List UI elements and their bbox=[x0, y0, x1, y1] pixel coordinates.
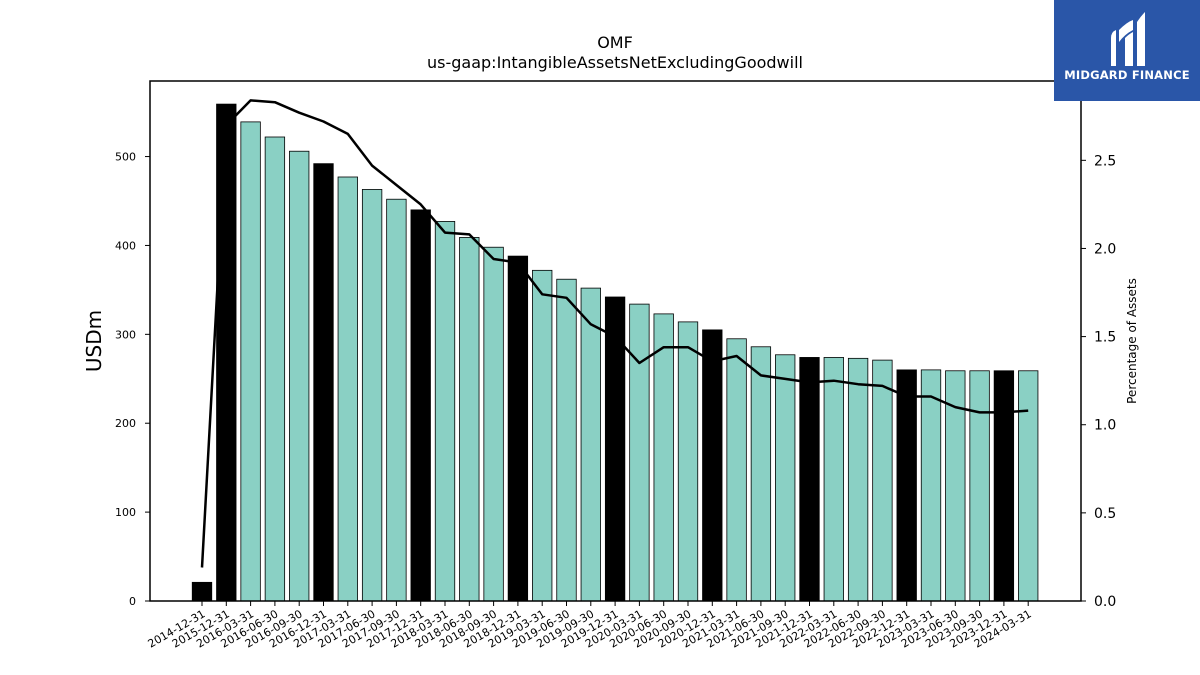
bar-2022-06-30 bbox=[847, 357, 869, 602]
bar-2017-06-30 bbox=[361, 189, 383, 602]
right-tick-label: 2.0 bbox=[1094, 241, 1116, 257]
bar-2020-12-31 bbox=[702, 329, 723, 602]
bar-2016-09-30 bbox=[289, 150, 310, 602]
brand-logo: MIDGARD FINANCE bbox=[1054, 0, 1200, 101]
right-tick-label: 2.5 bbox=[1094, 153, 1116, 169]
bar-2019-06-30 bbox=[556, 278, 577, 602]
brand-name: MIDGARD FINANCE bbox=[1064, 68, 1190, 82]
bar-2020-06-30 bbox=[653, 313, 674, 602]
chart-title: OMF bbox=[597, 33, 633, 52]
y-axis-label: USDm bbox=[82, 310, 106, 372]
bar-2021-06-30 bbox=[750, 346, 772, 602]
bar-2017-03-31 bbox=[337, 176, 358, 602]
bar-2016-12-31 bbox=[313, 163, 334, 602]
left-tick-label: 500 bbox=[115, 151, 136, 164]
bars bbox=[191, 103, 1039, 602]
bar-2022-12-31 bbox=[896, 369, 917, 602]
right-tick-label: 1.5 bbox=[1094, 330, 1116, 346]
bar-2021-03-31 bbox=[726, 338, 747, 602]
bar-2022-09-30 bbox=[872, 359, 893, 602]
bar-2021-09-30 bbox=[775, 354, 796, 602]
left-tick-label: 300 bbox=[115, 328, 136, 341]
bar-2019-09-30 bbox=[580, 287, 601, 602]
y2-axis-label: Percentage of Assets bbox=[1125, 278, 1139, 404]
right-tick-label: 1.0 bbox=[1094, 418, 1116, 434]
bar-2018-09-30 bbox=[483, 246, 504, 602]
bar-2024-03-31 bbox=[1018, 370, 1039, 602]
left-axis-ticks: 0 100 200 300 400 500 bbox=[115, 151, 150, 608]
chart-subtitle: us-gaap:IntangibleAssetsNetExcludingGood… bbox=[427, 53, 803, 72]
left-tick-label: 0 bbox=[129, 595, 136, 608]
bar-2023-03-31 bbox=[920, 369, 942, 602]
left-tick-label: 100 bbox=[115, 506, 136, 519]
bar-2020-03-31 bbox=[629, 303, 650, 602]
left-tick-label: 400 bbox=[115, 239, 136, 252]
bar-2022-03-31 bbox=[823, 357, 844, 602]
bar-2018-03-31 bbox=[434, 221, 456, 602]
bar-2014-12-31 bbox=[191, 581, 213, 602]
percentage-line-group bbox=[200, 99, 1029, 568]
bar-2016-03-31 bbox=[240, 121, 261, 602]
right-tick-label: 0.0 bbox=[1094, 594, 1116, 610]
midgard-logo-icon bbox=[1111, 12, 1145, 66]
bar-2019-03-31 bbox=[532, 269, 553, 602]
right-tick-label: 0.5 bbox=[1094, 506, 1116, 522]
bar-2018-06-30 bbox=[459, 237, 480, 602]
bar-2023-09-30 bbox=[969, 370, 990, 602]
bar-2018-12-31 bbox=[507, 255, 529, 602]
bar-2016-06-30 bbox=[264, 136, 286, 602]
x-axis-ticks: 2014-12-312015-12-312016-03-312016-06-30… bbox=[146, 601, 1034, 651]
bar-2017-12-31 bbox=[410, 209, 431, 602]
bar-2015-12-31 bbox=[216, 103, 237, 602]
bar-2023-12-31 bbox=[993, 370, 1015, 602]
left-tick-label: 200 bbox=[115, 417, 136, 430]
percentage-line bbox=[200, 99, 1029, 568]
bar-2021-12-31 bbox=[799, 357, 820, 602]
bar-2020-09-30 bbox=[677, 321, 699, 602]
right-axis-ticks: 0.0 0.5 1.0 1.5 2.0 2.5 bbox=[1081, 153, 1116, 610]
bar-2017-09-30 bbox=[386, 198, 407, 602]
